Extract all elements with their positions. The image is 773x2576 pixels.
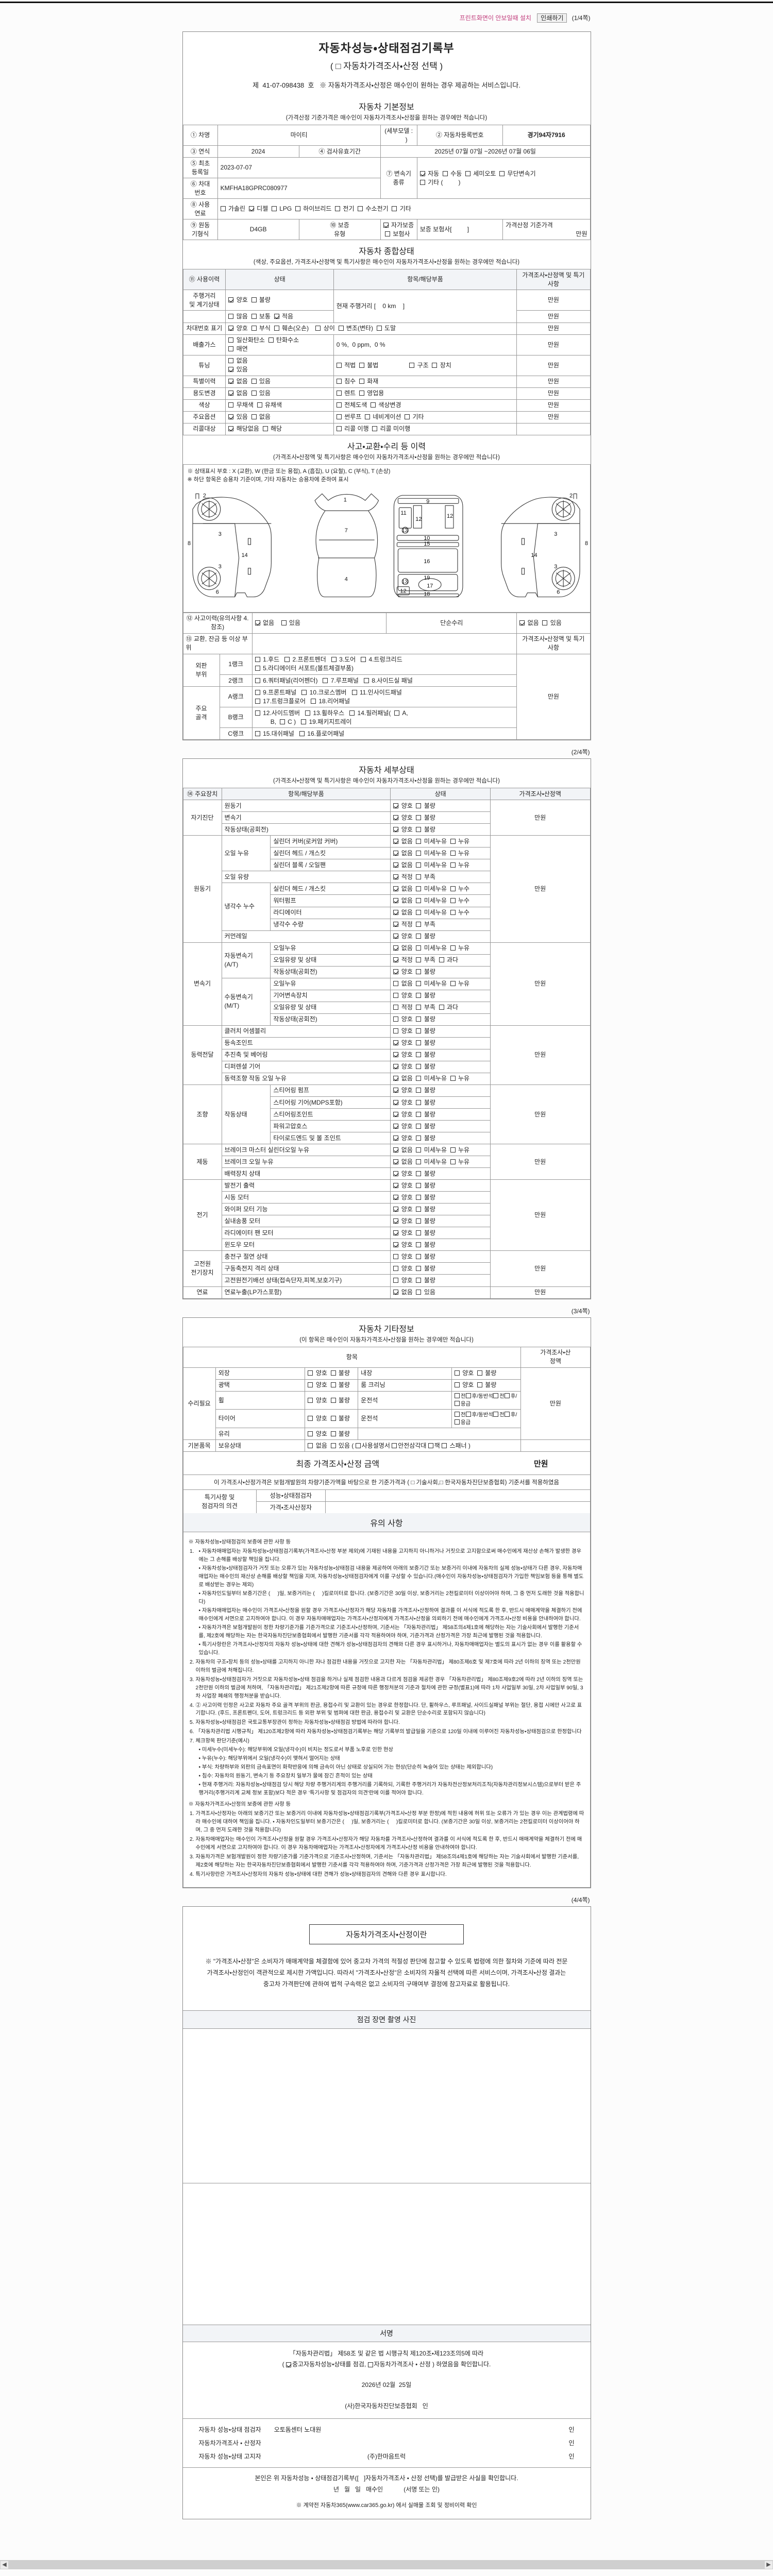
svg-text:16: 16 (424, 558, 430, 565)
svg-text:2: 2 (569, 493, 573, 499)
svg-text:12: 12 (415, 516, 422, 522)
svg-text:18: 18 (424, 591, 430, 597)
svg-text:12: 12 (447, 513, 453, 519)
svg-text:3: 3 (554, 531, 557, 537)
svg-text:1: 1 (343, 497, 346, 503)
svg-text:6: 6 (557, 589, 560, 595)
svg-text:17: 17 (427, 583, 433, 589)
svg-text:14: 14 (531, 552, 537, 558)
svg-text:14: 14 (241, 552, 247, 558)
svg-text:9: 9 (426, 498, 429, 504)
svg-text:2: 2 (203, 493, 206, 499)
svg-text:8: 8 (585, 540, 588, 547)
svg-text:11: 11 (400, 510, 406, 516)
svg-text:15: 15 (424, 541, 430, 547)
svg-text:12: 12 (400, 588, 406, 594)
svg-text:3: 3 (218, 564, 221, 570)
svg-text:13: 13 (401, 579, 408, 585)
svg-text:3: 3 (218, 531, 221, 537)
svg-text:6: 6 (215, 589, 219, 595)
svg-text:7: 7 (344, 528, 347, 534)
svg-text:13: 13 (401, 528, 408, 534)
svg-text:4: 4 (344, 577, 347, 583)
svg-text:19: 19 (424, 575, 430, 581)
svg-text:8: 8 (187, 540, 190, 547)
svg-text:3: 3 (554, 564, 557, 570)
